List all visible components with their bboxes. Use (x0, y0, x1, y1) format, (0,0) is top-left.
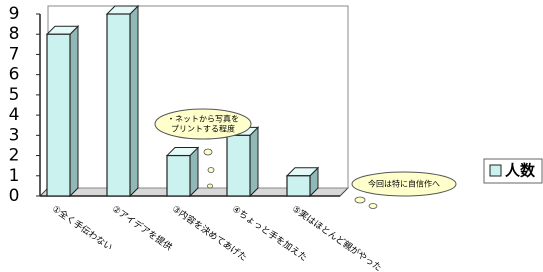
y-tick-label: 0 (9, 186, 20, 206)
callout-bubble (204, 149, 212, 155)
callout-bubble (208, 184, 213, 188)
y-tick-label: 1 (9, 166, 20, 186)
y-tick-label: 7 (9, 44, 20, 64)
bar (287, 176, 310, 196)
bar (107, 14, 130, 196)
bar (167, 156, 190, 196)
bar (227, 135, 250, 196)
x-tick-label: ①全く手伝わない (50, 203, 115, 254)
annotation: プリントする程度 (171, 124, 235, 134)
chart: 0123456789①全く手伝わない②アイデアを提供③内容を決めてあげた④ちょっ… (0, 0, 543, 272)
callout-bubble (208, 168, 214, 173)
y-tick-label: 8 (9, 24, 20, 44)
y-tick-label: 6 (9, 65, 20, 85)
bar-side (70, 26, 78, 196)
annotation: 今回は特に自信作へ (368, 179, 440, 189)
y-tick-label: 5 (9, 85, 20, 105)
y-tick-label: 2 (9, 146, 20, 166)
callout-bubble (355, 197, 365, 203)
bar-side (130, 6, 138, 196)
x-tick-label: ②アイデアを提供 (110, 203, 175, 253)
legend-swatch (490, 165, 501, 176)
y-tick-label: 4 (9, 105, 20, 125)
y-tick-label: 9 (9, 4, 20, 24)
bar-side (250, 127, 258, 196)
legend-label: 人数 (505, 162, 536, 180)
bar (47, 34, 70, 196)
callout-bubble (369, 204, 377, 209)
annotation: ・ネットから写真を (167, 114, 239, 124)
y-tick-label: 3 (9, 125, 20, 145)
